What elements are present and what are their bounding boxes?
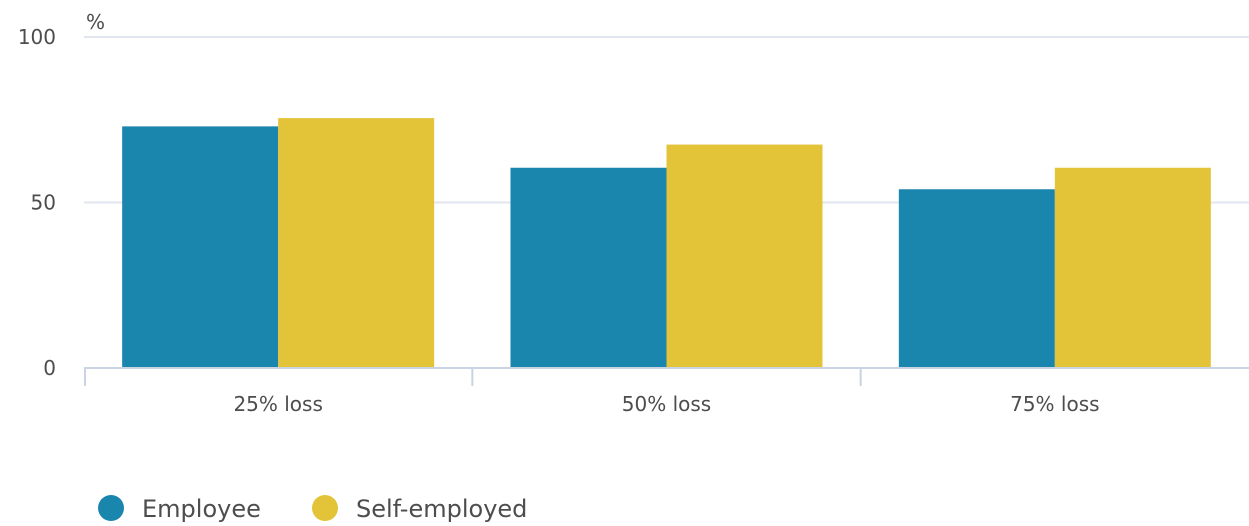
x-tick-label-3: 75% loss <box>1010 392 1099 416</box>
x-axis-tick-labels: 25% loss 50% loss 75% loss <box>233 392 1099 416</box>
y-tick-label-0: 0 <box>43 356 56 380</box>
x-axis <box>84 367 1249 386</box>
y-tick-label-50: 50 <box>31 191 56 215</box>
legend-item-self-employed[interactable]: Self-employed <box>312 495 527 523</box>
bar-self-employed-2 <box>666 144 823 368</box>
x-tick-label-2: 50% loss <box>622 392 711 416</box>
y-axis-unit-label: % <box>86 10 105 34</box>
legend-swatch-employee <box>98 495 124 521</box>
bar-employee-1 <box>122 126 279 369</box>
y-axis-tick-labels: 0 50 100 <box>18 25 56 380</box>
legend-label-employee: Employee <box>142 495 261 523</box>
legend-label-self-employed: Self-employed <box>356 495 527 523</box>
bars <box>122 118 1211 369</box>
legend-swatch-self-employed <box>312 495 338 521</box>
bar-self-employed-1 <box>278 118 435 368</box>
legend-item-employee[interactable]: Employee <box>98 495 261 523</box>
bar-employee-3 <box>898 189 1055 368</box>
bar-self-employed-3 <box>1054 167 1211 368</box>
legend: Employee Self-employed <box>98 495 527 523</box>
y-tick-label-100: 100 <box>18 25 56 49</box>
x-tick-label-1: 25% loss <box>233 392 322 416</box>
bar-employee-2 <box>510 167 667 368</box>
